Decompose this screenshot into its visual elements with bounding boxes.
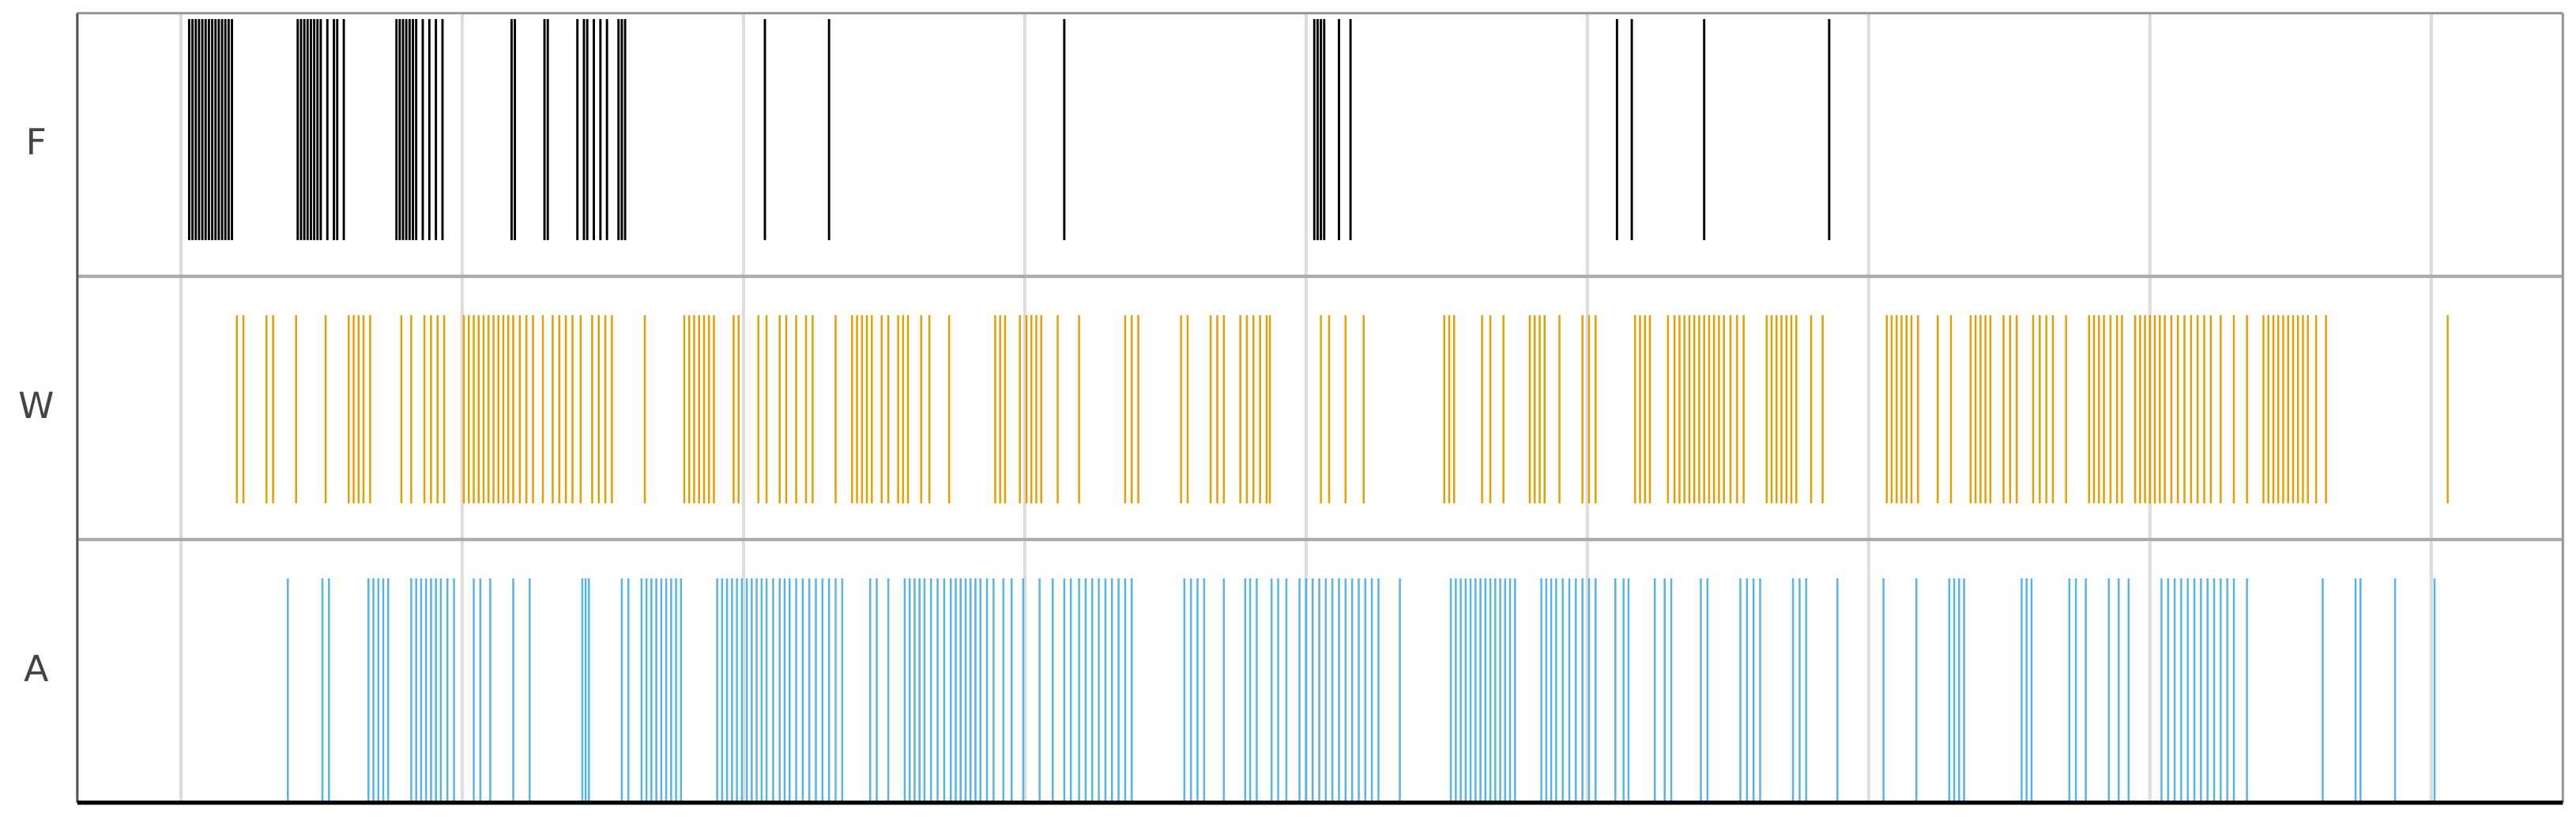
row-label: A xyxy=(24,647,48,690)
row-label: F xyxy=(26,121,47,164)
row-label: W xyxy=(18,384,54,427)
